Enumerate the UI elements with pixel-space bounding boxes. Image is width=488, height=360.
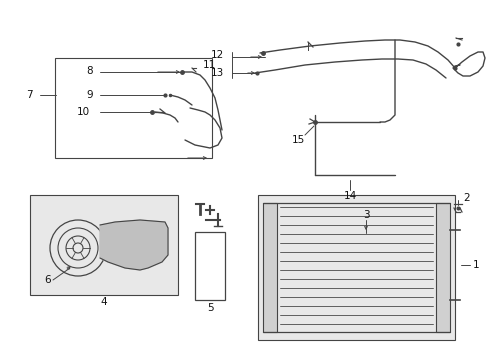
Polygon shape bbox=[100, 220, 168, 270]
Text: 2: 2 bbox=[462, 193, 468, 203]
Text: 3: 3 bbox=[362, 210, 368, 220]
Bar bbox=[263, 203, 276, 332]
Bar bbox=[195, 232, 224, 300]
Text: 7: 7 bbox=[26, 90, 33, 100]
Bar bbox=[55, 58, 212, 158]
Text: 14: 14 bbox=[343, 191, 356, 201]
Text: 13: 13 bbox=[210, 68, 224, 78]
Text: 6: 6 bbox=[44, 275, 51, 285]
Bar bbox=[435, 203, 449, 332]
Text: 12: 12 bbox=[210, 50, 224, 60]
Text: 9: 9 bbox=[86, 90, 93, 100]
Text: 1: 1 bbox=[472, 260, 479, 270]
Text: 5: 5 bbox=[206, 303, 213, 313]
Bar bbox=[30, 195, 178, 295]
Text: 15: 15 bbox=[291, 135, 304, 145]
Text: 8: 8 bbox=[86, 66, 93, 76]
Text: 11: 11 bbox=[203, 60, 216, 70]
Text: 4: 4 bbox=[101, 297, 107, 307]
Bar bbox=[258, 195, 454, 340]
Text: 10: 10 bbox=[77, 107, 90, 117]
